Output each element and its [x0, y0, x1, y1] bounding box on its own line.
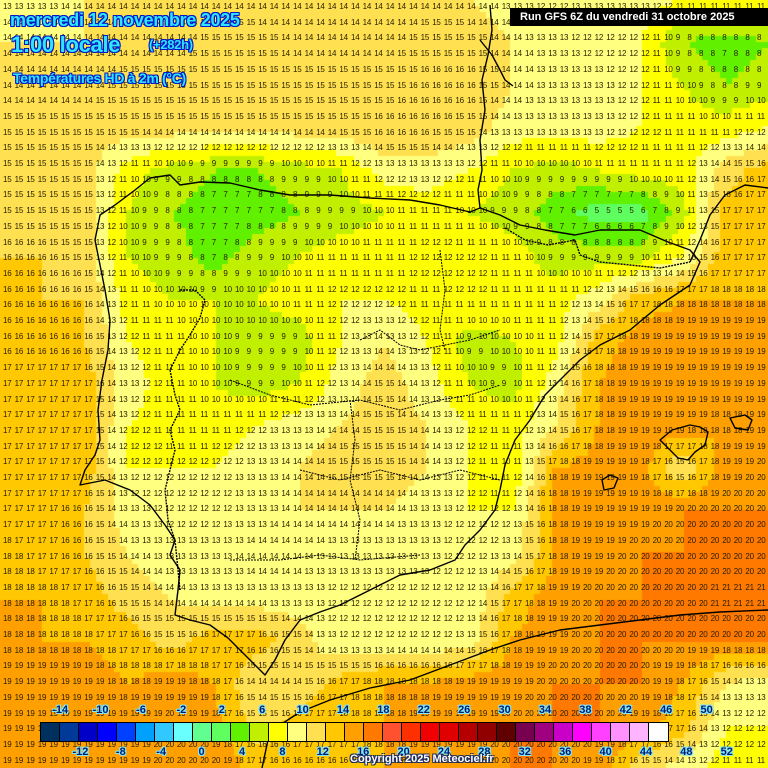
legend-swatch: [478, 723, 497, 741]
legend-label: 0: [187, 746, 217, 758]
legend-swatch: [364, 723, 383, 741]
legend-label: 32: [510, 746, 540, 758]
legend-swatch: [307, 723, 326, 741]
legend-swatch: [155, 723, 174, 741]
legend-swatch: [592, 723, 611, 741]
legend-swatch: [421, 723, 440, 741]
legend-label: 16: [348, 746, 378, 758]
forecast-lead-time: (+282h): [149, 37, 193, 52]
legend-label: 40: [591, 746, 621, 758]
color-legend: [40, 722, 669, 742]
legend-label: -12: [65, 746, 95, 758]
legend-label: 36: [550, 746, 580, 758]
legend-label: -8: [106, 746, 136, 758]
run-info-banner: Run GFS 6Z du vendredi 31 octobre 2025: [510, 8, 768, 26]
legend-label: 26: [449, 704, 479, 716]
legend-label: 52: [712, 746, 742, 758]
legend-label: 48: [671, 746, 701, 758]
legend-swatch: [174, 723, 193, 741]
legend-swatch: [402, 723, 421, 741]
legend-swatch: [630, 723, 649, 741]
legend-swatch: [459, 723, 478, 741]
legend-swatch: [231, 723, 250, 741]
legend-label: 14: [328, 704, 358, 716]
legend-swatch: [98, 723, 117, 741]
legend-swatch: [212, 723, 231, 741]
legend-label: 30: [490, 704, 520, 716]
legend-swatch: [117, 723, 136, 741]
copyright-notice: Copyright 2025 Meteociel.fr: [350, 753, 494, 765]
legend-swatch: [41, 723, 60, 741]
legend-label: 44: [631, 746, 661, 758]
legend-label: 38: [570, 704, 600, 716]
legend-swatch: [288, 723, 307, 741]
legend-label: 12: [308, 746, 338, 758]
legend-swatch: [136, 723, 155, 741]
legend-swatch: [497, 723, 516, 741]
legend-label: 28: [469, 746, 499, 758]
legend-swatch: [193, 723, 212, 741]
legend-swatch: [554, 723, 573, 741]
legend-label: 2: [207, 704, 237, 716]
legend-swatch: [516, 723, 535, 741]
legend-swatch: [250, 723, 269, 741]
legend-label: -4: [146, 746, 176, 758]
legend-swatch: [573, 723, 592, 741]
legend-label: 50: [692, 704, 722, 716]
legend-label: 20: [389, 746, 419, 758]
legend-label: 18: [368, 704, 398, 716]
legend-swatch: [60, 723, 79, 741]
legend-swatch: [440, 723, 459, 741]
variable-title: Températures HD à 2m (°C): [13, 70, 186, 86]
legend-swatch: [611, 723, 630, 741]
legend-label: 4: [227, 746, 257, 758]
legend-label: 24: [429, 746, 459, 758]
legend-swatch: [535, 723, 554, 741]
legend-label: 34: [530, 704, 560, 716]
legend-swatch: [649, 723, 668, 741]
legend-label: 8: [267, 746, 297, 758]
legend-swatch: [345, 723, 364, 741]
legend-swatch: [79, 723, 98, 741]
forecast-date: mercredi 12 novembre 2025: [10, 10, 240, 31]
legend-label: -10: [86, 704, 116, 716]
legend-label: 6: [247, 704, 277, 716]
legend-label: 46: [651, 704, 681, 716]
legend-label: -2: [166, 704, 196, 716]
legend-swatch: [326, 723, 345, 741]
legend-label: 42: [611, 704, 641, 716]
legend-label: -14: [45, 704, 75, 716]
forecast-time: 1:00 locale: [11, 32, 121, 58]
legend-label: 22: [409, 704, 439, 716]
legend-label: -6: [126, 704, 156, 716]
legend-swatch: [383, 723, 402, 741]
legend-label: 10: [288, 704, 318, 716]
legend-swatch: [269, 723, 288, 741]
